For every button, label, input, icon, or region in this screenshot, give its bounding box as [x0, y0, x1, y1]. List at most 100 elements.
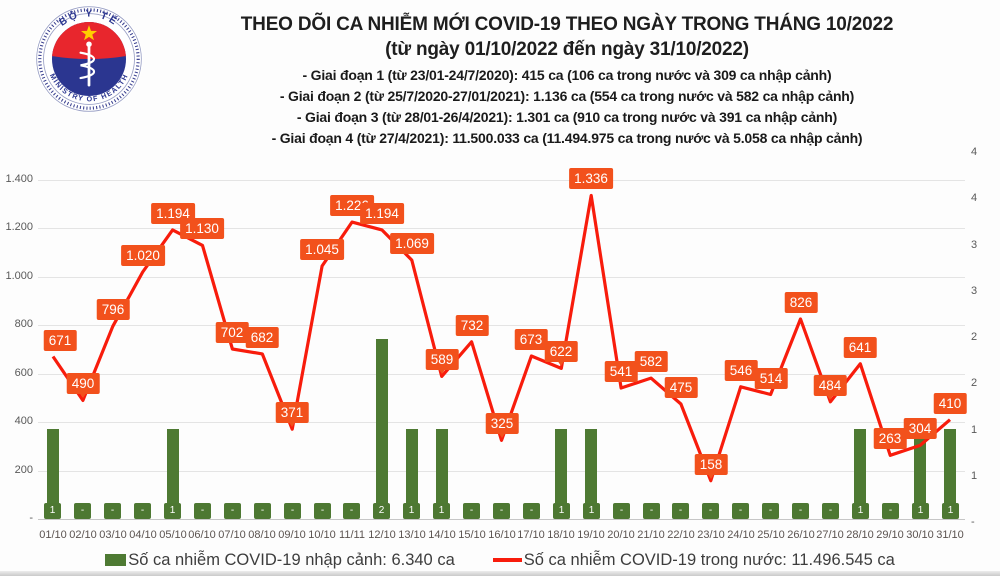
chart-header: THEO DÕI CA NHIỄM MỚI COVID-19 THEO NGÀY… [148, 13, 986, 149]
domestic-cases-label: 796 [96, 299, 130, 320]
imported-cases-label: 1 [433, 503, 450, 519]
imported-cases-label: 1 [583, 503, 600, 519]
left-axis-tick: 400 [14, 415, 33, 427]
x-axis-label: 30/10 [906, 529, 934, 541]
gridline [38, 277, 965, 278]
x-axis-label: 09/10 [278, 529, 306, 541]
x-axis-label: 04/10 [129, 529, 157, 541]
x-axis-label: 14/10 [428, 529, 456, 541]
imported-cases-label: 1 [912, 503, 929, 519]
imported-cases-label: - [104, 503, 121, 519]
domestic-cases-label: 1.194 [360, 203, 404, 224]
gridline [38, 471, 965, 472]
gridline [38, 180, 965, 181]
imported-cases-label: - [672, 503, 689, 519]
domestic-cases-label: 1.020 [121, 245, 165, 266]
left-axis-tick: 1.200 [5, 221, 33, 233]
left-axis-tick: 1.000 [5, 270, 33, 282]
data-label-pointer [438, 368, 446, 374]
imported-cases-bar [47, 429, 59, 519]
imported-cases-label: 2 [373, 503, 390, 519]
data-label-pointer [557, 360, 565, 366]
imported-cases-bar [854, 429, 866, 519]
x-axis-label: 10/10 [308, 529, 336, 541]
domestic-cases-label: 702 [215, 322, 249, 343]
x-axis-label: 19/10 [577, 529, 605, 541]
x-axis-label: 26/10 [787, 529, 815, 541]
imported-cases-label: 1 [942, 503, 959, 519]
imported-cases-label: - [463, 503, 480, 519]
imported-cases-label: - [343, 503, 360, 519]
x-axis-label: 29/10 [876, 529, 904, 541]
left-axis-tick: 200 [14, 464, 33, 476]
domestic-cases-label: 589 [425, 349, 459, 370]
data-label-pointer [707, 473, 715, 479]
gridline [38, 228, 965, 229]
legend-line-swatch [492, 558, 522, 562]
imported-cases-label: - [822, 503, 839, 519]
x-axis-label: 13/10 [398, 529, 426, 541]
left-axis-tick: 800 [14, 318, 33, 330]
imported-cases-label: - [762, 503, 779, 519]
x-axis-label: 11/11 [339, 529, 365, 541]
x-axis-label: 31/10 [936, 529, 964, 541]
imported-cases-label: 1 [553, 503, 570, 519]
domestic-cases-label: 622 [544, 341, 578, 362]
domestic-cases-label: 1.045 [300, 239, 344, 260]
imported-cases-bar [167, 429, 179, 519]
data-label-pointer [79, 392, 87, 398]
x-axis-label: 23/10 [697, 529, 725, 541]
domestic-cases-label: 673 [514, 329, 548, 350]
x-axis-label: 07/10 [218, 529, 246, 541]
domestic-cases-label: 826 [784, 292, 818, 313]
x-axis-label: 16/10 [488, 529, 516, 541]
domestic-cases-label: 582 [634, 351, 668, 372]
phase-note-1: - Giai đoạn 1 (từ 23/01-24/7/2020): 415 … [302, 67, 832, 83]
caduceus-icon [79, 41, 96, 87]
legend-domestic-label: Số ca nhiễm COVID-19 trong nước: 11.496.… [523, 550, 895, 569]
domestic-cases-label: 1.130 [180, 218, 224, 239]
page-title: THEO DÕI CA NHIỄM MỚI COVID-19 THEO NGÀY… [240, 14, 894, 35]
x-axis-label: 28/10 [846, 529, 874, 541]
data-label-pointer [498, 432, 506, 438]
x-axis-label: 01/10 [39, 529, 67, 541]
domestic-cases-label: 514 [754, 368, 788, 389]
phase-note-3: - Giai đoạn 3 (từ 28/01-26/4/2021): 1.30… [296, 109, 838, 125]
imported-cases-label: 1 [44, 503, 61, 519]
domestic-cases-label: 682 [245, 327, 279, 348]
imported-cases-bar [944, 429, 956, 519]
x-axis-label: 21/10 [637, 529, 665, 541]
chart-legend: Số ca nhiễm COVID-19 nhập cảnh: 6.340 ca… [0, 548, 1000, 572]
moh-logo: BỘ Y TẾ MINISTRY OF HEALTH [34, 4, 144, 114]
right-axis-tick: 3 [971, 285, 978, 297]
right-axis-tick: - [971, 516, 975, 528]
imported-cases-bar [585, 429, 597, 519]
x-axis-label: 18/10 [547, 529, 575, 541]
domestic-cases-label: 546 [724, 360, 758, 381]
gridline [38, 325, 965, 326]
imported-cases-label: 1 [164, 503, 181, 519]
imported-cases-label: - [224, 503, 241, 519]
x-axis-label: 12/10 [368, 529, 396, 541]
imported-cases-label: - [792, 503, 809, 519]
x-axis-label: 22/10 [667, 529, 695, 541]
domestic-cases-polyline [51, 193, 952, 483]
domestic-cases-label: 371 [275, 402, 309, 423]
imported-cases-label: - [702, 503, 719, 519]
domestic-cases-label: 484 [813, 375, 847, 396]
imported-cases-label: - [882, 503, 899, 519]
x-axis-label: 20/10 [607, 529, 635, 541]
right-axis-tick: 2 [971, 331, 978, 343]
domestic-cases-label: 1.069 [390, 233, 434, 254]
x-axis-label: 27/10 [816, 529, 844, 541]
imported-cases-label: - [74, 503, 91, 519]
phase-notes: - Giai đoạn 1 (từ 23/01-24/7/2020): 415 … [148, 65, 986, 149]
legend-item-imported: Số ca nhiễm COVID-19 nhập cảnh: 6.340 ca [105, 551, 455, 570]
imported-cases-label: - [284, 503, 301, 519]
imported-cases-label: - [314, 503, 331, 519]
legend-item-domestic: Số ca nhiễm COVID-19 trong nước: 11.496.… [492, 550, 895, 570]
legend-bar-swatch [105, 554, 127, 566]
legend-imported-label: Số ca nhiễm COVID-19 nhập cảnh: 6.340 ca [128, 550, 455, 569]
domestic-cases-label: 490 [66, 373, 100, 394]
